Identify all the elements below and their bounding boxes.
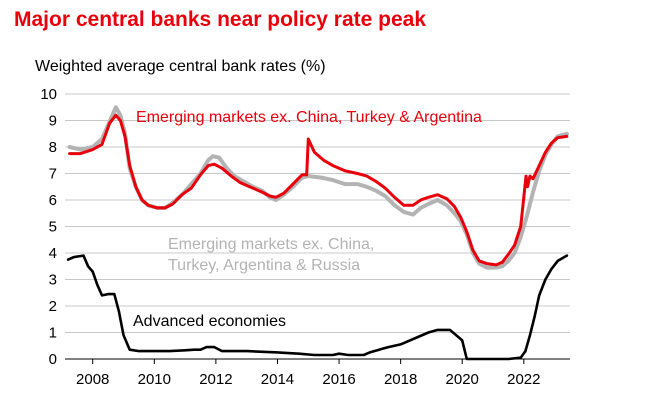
x-tick-label-2012: 2012 — [199, 371, 232, 388]
series-line-em-ex-cta — [68, 113, 569, 267]
chart-title: Major central banks near policy rate pea… — [14, 8, 427, 31]
series-lines — [66, 105, 569, 361]
y-tick-label-9: 9 — [49, 113, 57, 130]
x-axis: 2008 2010 2012 2014 2016 2018 2020 2022 — [65, 358, 570, 388]
y-tick-label-7: 7 — [49, 166, 57, 183]
y-tick-label-5: 5 — [49, 219, 57, 236]
series-label-advanced: Advanced economies — [133, 313, 286, 330]
series-line-advanced — [66, 254, 569, 361]
x-tick-label-2014: 2014 — [261, 371, 294, 388]
y-tick-label-4: 4 — [49, 245, 57, 262]
x-tick-label-2016: 2016 — [322, 371, 355, 388]
y-tick-label-0: 0 — [49, 351, 57, 368]
series-labels: Emerging markets ex. China, Turkey & Arg… — [133, 109, 482, 330]
y-tick-label-2: 2 — [49, 298, 57, 315]
y-tick-label-3: 3 — [49, 272, 57, 289]
series-label-em-ex-ctar-line2: Turkey, Argentina & Russia — [168, 257, 360, 274]
series-label-em-ex-ctar: Emerging markets ex. China, Turkey, Arge… — [168, 236, 379, 274]
x-tick-label-2018: 2018 — [384, 371, 417, 388]
x-tick-label-2022: 2022 — [507, 371, 540, 388]
y-tick-label-6: 6 — [49, 192, 57, 209]
y-tick-label-1: 1 — [49, 325, 57, 342]
y-tick-label-10: 10 — [40, 86, 57, 103]
x-tick-label-2008: 2008 — [76, 371, 109, 388]
series-label-em-ex-ctar-line1: Emerging markets ex. China, — [168, 236, 374, 253]
x-tick-label-2020: 2020 — [446, 371, 479, 388]
gridlines — [65, 93, 570, 360]
series-label-em-ex-cta: Emerging markets ex. China, Turkey & Arg… — [136, 109, 482, 126]
chart-subtitle: Weighted average central bank rates (%) — [35, 58, 326, 75]
x-tick-label-2010: 2010 — [138, 371, 171, 388]
y-axis: 0 1 2 3 4 5 6 7 8 9 10 — [40, 86, 57, 368]
y-tick-label-8: 8 — [49, 139, 57, 156]
